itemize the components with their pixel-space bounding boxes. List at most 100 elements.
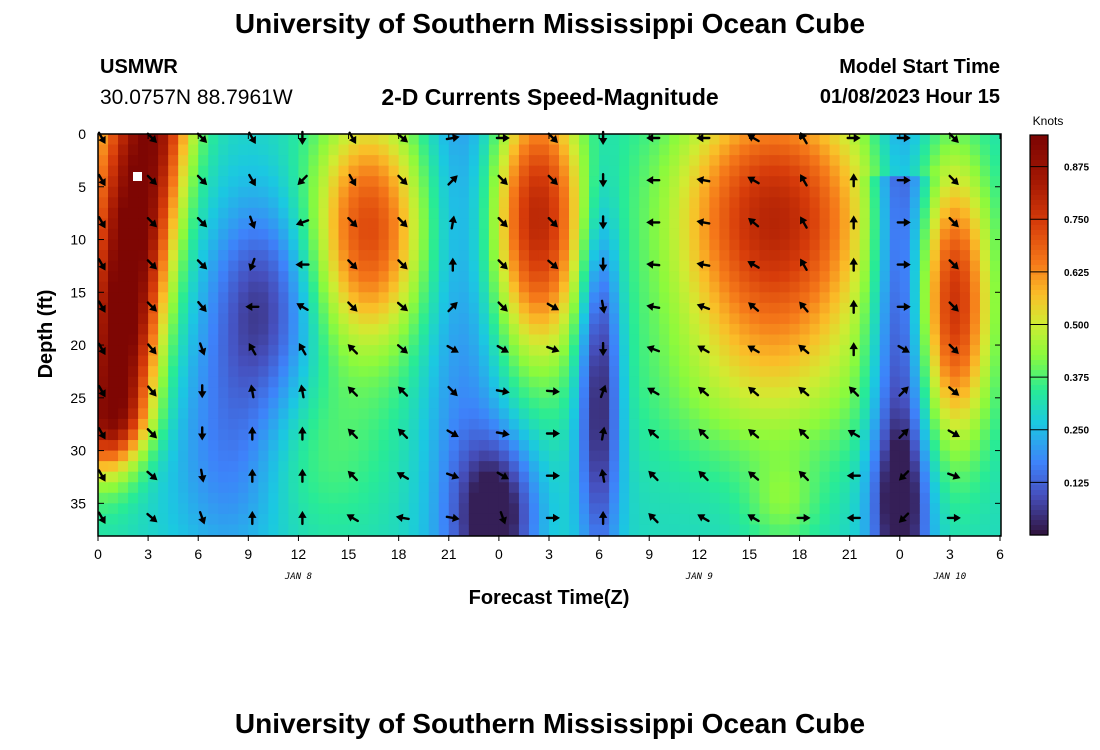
heatmap-cell xyxy=(719,302,730,314)
heatmap-cell xyxy=(368,313,380,325)
heatmap-cell xyxy=(969,376,981,388)
heatmap-cell xyxy=(629,260,640,272)
heatmap-cell xyxy=(949,155,961,167)
heatmap-cell xyxy=(368,408,380,420)
heatmap-cell xyxy=(238,292,249,304)
heatmap-cell xyxy=(278,197,290,209)
heatmap-cell xyxy=(549,186,560,198)
heatmap-cell xyxy=(318,471,330,483)
current-arrow xyxy=(97,511,106,524)
heatmap-cell xyxy=(288,366,300,378)
heatmap-cell xyxy=(629,366,640,378)
heatmap-cell xyxy=(569,418,580,431)
heatmap-cell xyxy=(188,471,199,483)
heatmap-cell xyxy=(458,513,470,526)
heatmap-cell xyxy=(488,440,500,452)
heatmap-cell xyxy=(769,313,781,325)
heatmap-cell xyxy=(849,176,861,188)
heatmap-cell xyxy=(819,334,831,346)
heatmap-cell xyxy=(228,228,239,241)
heatmap-cell xyxy=(158,271,169,283)
heatmap-cell xyxy=(919,313,931,325)
current-arrow xyxy=(497,259,508,270)
heatmap-cell xyxy=(218,207,229,220)
heatmap-cell xyxy=(789,492,801,504)
heatmap-cell xyxy=(248,144,259,156)
heatmap-cell xyxy=(899,503,911,515)
heatmap-cell xyxy=(158,176,169,188)
heatmap-cell xyxy=(248,165,259,177)
heatmap-cell xyxy=(669,524,680,536)
heatmap-cell xyxy=(128,397,139,409)
heatmap-cell xyxy=(909,134,921,146)
heatmap-cell xyxy=(438,397,450,409)
heatmap-cell xyxy=(478,429,490,441)
heatmap-cell xyxy=(709,334,720,346)
heatmap-cell xyxy=(118,482,129,494)
heatmap-cell xyxy=(679,450,690,462)
heatmap-cell xyxy=(559,397,570,409)
heatmap-cell xyxy=(178,492,189,504)
heatmap-cell xyxy=(228,429,239,441)
heatmap-cell xyxy=(298,292,310,304)
current-arrow-head xyxy=(448,215,457,224)
heatmap-cell xyxy=(228,397,239,409)
y-tick-label: 25 xyxy=(70,390,86,406)
heatmap-cell xyxy=(709,186,720,198)
heatmap-cell xyxy=(128,450,139,462)
heatmap-cell xyxy=(549,334,560,346)
heatmap-cell xyxy=(769,186,781,198)
heatmap-cell xyxy=(729,144,741,156)
heatmap-cell xyxy=(488,461,500,473)
heatmap-cell xyxy=(268,292,279,304)
heatmap-cell xyxy=(98,271,109,283)
heatmap-cell xyxy=(328,207,340,220)
heatmap-cell xyxy=(679,408,690,420)
current-arrow xyxy=(547,259,559,270)
heatmap-cell xyxy=(528,408,540,420)
heatmap-cell xyxy=(959,429,971,441)
heatmap-cell xyxy=(729,503,741,515)
heatmap-cell xyxy=(128,440,139,452)
heatmap-cell xyxy=(859,450,871,462)
heatmap-cell xyxy=(318,250,330,262)
heatmap-cell xyxy=(308,176,320,188)
heatmap-cell xyxy=(879,408,891,420)
heatmap-cell xyxy=(779,345,791,357)
heatmap-cell xyxy=(879,471,891,483)
heatmap-cell xyxy=(258,471,269,483)
heatmap-cell xyxy=(769,492,781,504)
x-tick-label: 0 xyxy=(896,546,904,562)
heatmap-cell xyxy=(729,176,741,188)
heatmap-cell xyxy=(228,387,239,399)
heatmap-cell xyxy=(809,302,821,314)
heatmap-cell xyxy=(989,281,1001,293)
heatmap-cell xyxy=(739,345,751,357)
colorbar-segment xyxy=(1030,410,1048,416)
current-arrow xyxy=(847,429,861,438)
heatmap-cell xyxy=(138,440,149,452)
heatmap-cell xyxy=(749,482,761,494)
heatmap-cell xyxy=(188,218,199,230)
heatmap-cell xyxy=(258,176,269,188)
heatmap-cell xyxy=(508,355,520,367)
heatmap-cell xyxy=(438,513,450,526)
heatmap-cell xyxy=(348,271,360,283)
heatmap-cell xyxy=(178,197,189,209)
heatmap-cell xyxy=(799,271,811,283)
heatmap-cell xyxy=(128,492,139,504)
heatmap-cell xyxy=(498,239,510,251)
heatmap-cell xyxy=(939,271,951,283)
heatmap-cell xyxy=(619,218,630,230)
heatmap-cell xyxy=(719,461,730,473)
heatmap-cell xyxy=(729,323,741,336)
heatmap-cell xyxy=(168,418,179,431)
heatmap-cell xyxy=(669,387,680,399)
heatmap-cell xyxy=(799,492,811,504)
heatmap-cell xyxy=(669,429,680,441)
heatmap-cell xyxy=(368,418,380,431)
heatmap-cell xyxy=(569,207,580,220)
heatmap-cell xyxy=(989,471,1001,483)
heatmap-cell xyxy=(949,397,961,409)
heatmap-cell xyxy=(518,186,530,198)
